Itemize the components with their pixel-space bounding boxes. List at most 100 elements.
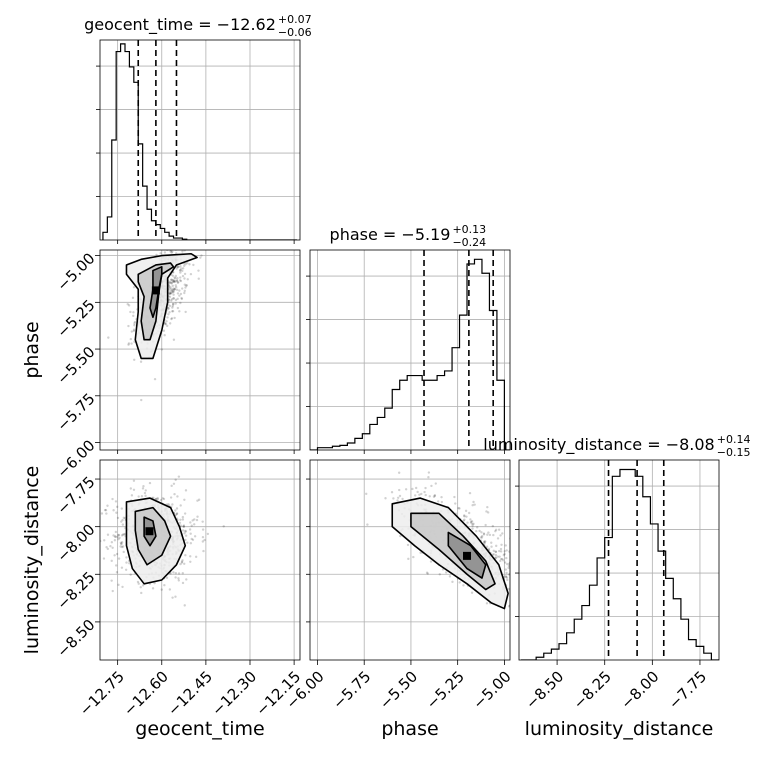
sample-point	[165, 320, 168, 323]
sample-point	[173, 280, 176, 284]
x-axis-label-luminosity_distance: luminosity_distance	[525, 718, 714, 740]
sample-point	[499, 559, 502, 563]
sample-point	[453, 495, 456, 499]
sample-point	[181, 581, 185, 585]
sample-point	[144, 489, 147, 492]
x-tick-label: −8.50	[522, 668, 567, 713]
sample-point	[160, 588, 163, 591]
sample-point	[139, 360, 143, 363]
sample-point	[119, 541, 123, 544]
sample-point	[222, 525, 225, 528]
sample-point	[124, 568, 128, 571]
sample-point	[165, 324, 169, 328]
sample-point	[543, 581, 545, 583]
sample-point	[141, 487, 145, 490]
sample-point	[512, 550, 514, 552]
sample-point	[182, 525, 186, 529]
sample-point	[511, 549, 513, 551]
sample-point	[179, 243, 181, 245]
sample-point	[170, 317, 174, 320]
sample-point	[176, 495, 179, 498]
sample-point	[181, 572, 184, 575]
sample-point	[468, 491, 472, 495]
sample-point	[502, 559, 505, 562]
sample-point	[194, 555, 198, 559]
sample-point	[115, 552, 119, 556]
sample-point	[480, 534, 484, 538]
sample-point	[156, 498, 159, 501]
y-tick-label: −8.50	[53, 616, 98, 661]
sample-point	[384, 497, 387, 500]
sample-point	[522, 549, 524, 551]
sample-point	[173, 280, 176, 283]
sample-point	[200, 224, 202, 226]
sample-point	[174, 509, 177, 512]
sample-point	[169, 250, 172, 253]
sample-point	[184, 529, 187, 533]
sample-point	[115, 511, 118, 514]
sample-point	[512, 551, 514, 553]
x-tick-label: −5.75	[329, 668, 374, 713]
sample-point	[167, 503, 170, 506]
sample-point	[483, 540, 486, 543]
sample-point	[174, 513, 178, 517]
sample-point	[494, 556, 498, 560]
sample-point	[106, 504, 109, 507]
sample-point	[429, 560, 433, 563]
sample-point	[133, 322, 136, 325]
sample-point	[193, 523, 196, 526]
sample-point	[170, 282, 173, 285]
sample-point	[192, 243, 194, 245]
sample-point	[170, 291, 173, 295]
sample-point	[169, 285, 172, 289]
sample-point	[171, 284, 174, 288]
sample-point	[505, 571, 508, 575]
sample-point	[132, 328, 136, 331]
sample-point	[103, 508, 107, 512]
sample-point	[170, 278, 173, 282]
sample-point	[168, 295, 172, 299]
sample-point	[112, 534, 115, 537]
panel-border	[99, 459, 301, 661]
sample-point	[504, 544, 507, 547]
sample-point	[175, 288, 179, 292]
sample-point	[514, 603, 516, 605]
sample-point	[163, 333, 166, 337]
sample-point	[463, 514, 466, 517]
sample-point	[184, 244, 186, 246]
sample-point	[179, 276, 182, 279]
sample-point	[181, 274, 185, 278]
sample-point	[513, 599, 515, 601]
pair-plot-body	[100, 475, 225, 607]
sample-point	[160, 348, 164, 351]
y-axis-label-phase: phase	[21, 321, 43, 378]
sample-point	[120, 541, 124, 544]
sample-point	[130, 330, 134, 333]
sample-point	[540, 598, 542, 600]
sample-point	[444, 571, 448, 574]
panel-border	[99, 39, 301, 241]
sample-point	[180, 560, 184, 563]
sample-point	[169, 289, 172, 293]
sample-point	[140, 398, 143, 402]
sample-point	[482, 532, 486, 535]
sample-point	[440, 500, 444, 504]
sample-point	[136, 580, 140, 584]
title-upper-error: +0.07	[278, 13, 312, 26]
sample-point	[411, 487, 414, 491]
sample-point	[174, 280, 177, 283]
sample-point	[543, 612, 545, 614]
sample-point	[110, 579, 113, 582]
sample-point	[426, 572, 429, 575]
sample-point	[164, 247, 166, 249]
sample-point	[184, 286, 187, 289]
sample-point	[506, 562, 509, 566]
sample-point	[549, 586, 551, 588]
sample-point	[120, 543, 123, 546]
title-upper-error: +0.13	[452, 223, 486, 236]
sample-point	[170, 251, 173, 254]
x-tick-label: −8.00	[617, 668, 662, 713]
sample-point	[139, 586, 142, 589]
sample-point	[172, 290, 175, 293]
y-tick-label: −5.50	[53, 343, 98, 388]
